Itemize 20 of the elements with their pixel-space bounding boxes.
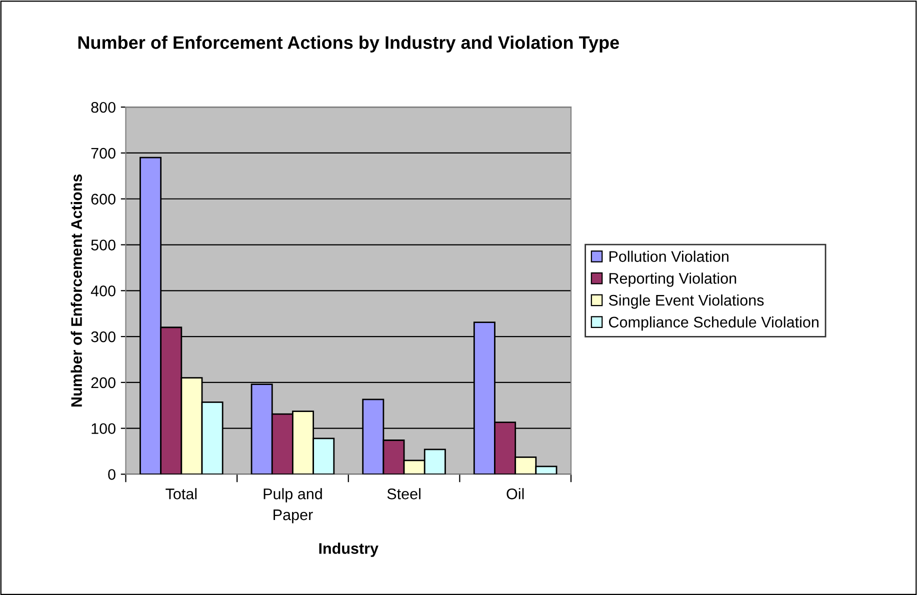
x-tick-label: Total — [166, 488, 197, 500]
legend-label: Single Event Violations — [608, 294, 764, 309]
x-axis-title: Industry — [319, 542, 378, 557]
x-tick-label: Steel — [387, 488, 420, 500]
legend-label: Compliance Schedule Violation — [609, 316, 818, 331]
y-tick-label: 600 — [91, 194, 116, 205]
y-tick-label: 0 — [108, 469, 116, 480]
y-tick-label: 200 — [91, 377, 116, 388]
y-tick-label: 100 — [92, 423, 116, 434]
y-tick-label: 300 — [91, 331, 116, 342]
y-tick-label: 500 — [91, 240, 116, 250]
y-tick-label: 700 — [91, 148, 116, 159]
y-tick-label: 800 — [91, 102, 116, 113]
y-tick-label: 400 — [90, 286, 116, 296]
chart-title: Number of Enforcement Actions by Industry and Violation Type — [78, 36, 619, 53]
x-tick-label: Pulp and Paper — [264, 488, 322, 524]
x-tick-label: Oil — [506, 488, 524, 500]
y-axis-title: Number of Enforcement Actions — [70, 174, 82, 406]
legend-label: Pollution Violation — [609, 250, 728, 262]
legend-label: Reporting Violation — [609, 272, 736, 287]
